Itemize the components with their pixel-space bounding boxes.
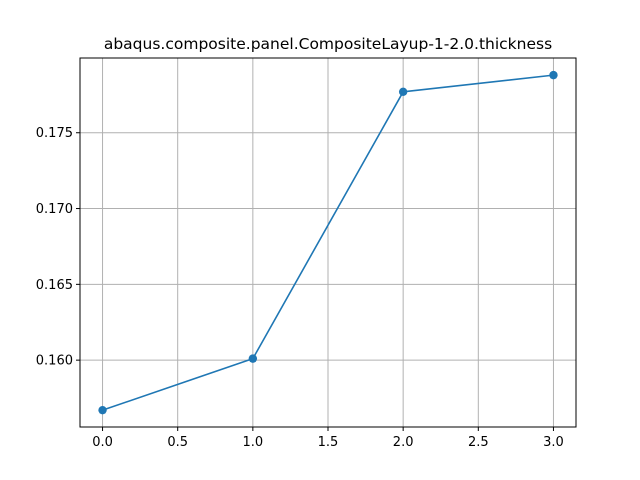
axis-ticks: 0.0 0.5 1.0 1.5 2.0 2.5 3.0 0.160 0.165 0.170 0.17… xyxy=(36,126,564,450)
series-line xyxy=(102,74,554,411)
y-tick-label: 0.160 xyxy=(36,354,73,369)
y-tick-label: 0.165 xyxy=(36,278,73,293)
x-tick-label: 0.5 xyxy=(167,435,188,450)
y-tick-label: 0.175 xyxy=(36,126,73,141)
y-tick-label: 0.170 xyxy=(36,202,73,217)
data-point xyxy=(98,405,107,415)
grid xyxy=(80,58,576,427)
x-tick-label: 2.5 xyxy=(468,435,489,450)
x-tick-label: 1.0 xyxy=(243,435,264,450)
data-point xyxy=(549,70,558,80)
x-tick-label: 2.0 xyxy=(393,435,414,450)
data-point xyxy=(248,354,258,363)
x-tick-label: 0.0 xyxy=(92,435,113,450)
data-point xyxy=(398,87,408,97)
data-series xyxy=(98,70,558,415)
chart-title: abaqus.composite.panel.CompositeLayup-1-… xyxy=(104,35,552,53)
x-tick-label: 3.0 xyxy=(543,435,564,450)
x-tick-label: 1.5 xyxy=(318,435,339,450)
